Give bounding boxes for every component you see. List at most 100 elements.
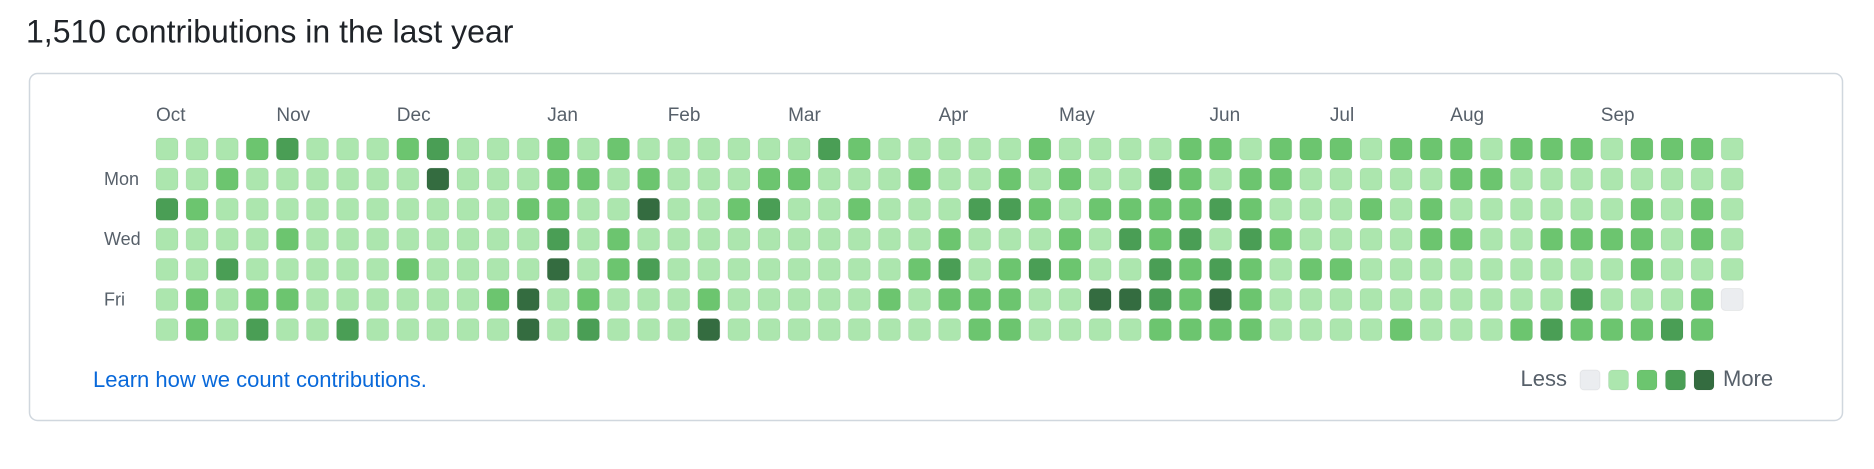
day-cell [396, 288, 420, 311]
day-cell [336, 318, 360, 342]
day-cell [1058, 288, 1082, 311]
month-label: Dec [397, 105, 431, 126]
day-cell [1239, 137, 1263, 161]
day-cell [1510, 137, 1533, 161]
legend-swatch [1636, 369, 1658, 391]
day-cell [1449, 227, 1473, 251]
day-cell [938, 288, 962, 311]
day-cell [908, 288, 931, 311]
day-cell [1359, 288, 1383, 311]
day-cell [968, 257, 992, 281]
day-cell [938, 167, 962, 191]
day-cell [998, 318, 1022, 342]
title: 1,510 contributions in the last year [26, 13, 514, 49]
day-cell [155, 318, 179, 342]
day-cell [1630, 167, 1654, 191]
day-cell [306, 167, 329, 191]
day-cell [1209, 167, 1232, 191]
day-cell [1058, 197, 1082, 221]
day-cell [1570, 288, 1594, 311]
day-cell [366, 318, 390, 342]
day-cell [336, 137, 360, 161]
day-cell [245, 227, 269, 251]
day-cell [1690, 167, 1714, 191]
day-cell [185, 227, 209, 251]
month-label: Nov [276, 105, 310, 126]
day-cell [908, 318, 931, 342]
day-cell [1510, 257, 1533, 281]
day-cell [1540, 137, 1564, 161]
day-cell [1660, 167, 1684, 191]
day-cell [396, 137, 420, 161]
day-cell [1720, 227, 1744, 251]
day-cell [1209, 227, 1232, 251]
day-cell [1690, 227, 1714, 251]
month-label: Aug [1450, 105, 1484, 126]
day-cell [968, 167, 992, 191]
day-cell [607, 137, 630, 161]
day-cell [1389, 137, 1413, 161]
day-cell [275, 227, 299, 251]
day-cell [1239, 227, 1263, 251]
day-cell [215, 288, 239, 311]
day-cell [968, 227, 992, 251]
day-cell [1419, 137, 1443, 161]
day-cell [877, 288, 901, 311]
learn-link[interactable]: Learn how we count contributions. [93, 367, 427, 392]
day-cell [1419, 197, 1443, 221]
day-cell [486, 137, 510, 161]
day-cell [1389, 318, 1413, 342]
day-cell [817, 167, 841, 191]
day-cell [998, 197, 1022, 221]
month-label: Jun [1210, 105, 1241, 126]
day-cell [396, 167, 420, 191]
day-cell [998, 167, 1022, 191]
day-cell [1630, 257, 1654, 281]
day-cell [1389, 197, 1413, 221]
day-cell [1148, 288, 1172, 311]
day-cell [1088, 288, 1112, 311]
day-cell [516, 318, 540, 342]
day-cell [1299, 137, 1323, 161]
day-cell [426, 227, 450, 251]
day-cell [1148, 137, 1172, 161]
day-cell [787, 288, 811, 311]
day-cell [185, 257, 209, 281]
day-cell [1209, 288, 1232, 311]
day-cell [697, 257, 721, 281]
day-cell [426, 197, 450, 221]
day-cell [817, 257, 841, 281]
day-cell [787, 227, 811, 251]
day-cell [576, 197, 600, 221]
day-cell [667, 227, 691, 251]
day-cell [1419, 318, 1443, 342]
day-cell [1690, 197, 1714, 221]
day-cell [1118, 257, 1142, 281]
day-cell [546, 318, 570, 342]
day-cell [817, 318, 841, 342]
day-cell [155, 137, 179, 161]
day-cell [546, 137, 570, 161]
day-cell [245, 167, 269, 191]
month-label: May [1059, 105, 1095, 126]
day-cell [245, 318, 269, 342]
day-cell [847, 288, 871, 311]
day-cell [908, 167, 931, 191]
day-cell [486, 288, 510, 311]
day-cell [306, 227, 329, 251]
day-cell [938, 197, 962, 221]
day-cell [1178, 167, 1202, 191]
day-cell [877, 197, 901, 221]
day-cell [757, 257, 781, 281]
day-cell [1510, 288, 1533, 311]
day-cell [998, 288, 1022, 311]
day-cell [938, 227, 962, 251]
day-cell [396, 227, 420, 251]
day-cell [396, 197, 420, 221]
day-cell [697, 318, 721, 342]
day-cell [787, 257, 811, 281]
day-cell [336, 197, 360, 221]
day-cell [1118, 288, 1142, 311]
day-cell [215, 257, 239, 281]
day-cell [396, 318, 420, 342]
